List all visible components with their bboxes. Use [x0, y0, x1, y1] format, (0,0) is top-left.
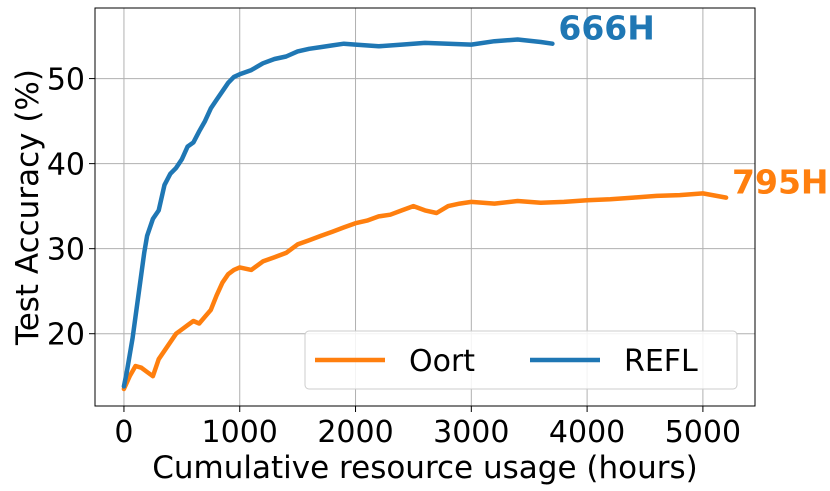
x-axis-label: Cumulative resource usage (hours) — [152, 450, 697, 486]
x-tick-label: 1000 — [202, 415, 278, 450]
axis-ticks: 0 1000 2000 3000 4000 5000 20 30 40 50 — [47, 63, 741, 450]
plot-frame — [94, 7, 756, 407]
y-tick-label: 40 — [47, 148, 85, 183]
series-lines — [121, 37, 729, 392]
y-tick-label: 30 — [47, 233, 85, 268]
legend: Oort REFL — [304, 330, 738, 390]
x-tick-label: 5000 — [665, 415, 741, 450]
series-line-oort — [121, 191, 729, 392]
y-tick-label: 50 — [47, 63, 85, 98]
series-line-refl — [121, 37, 555, 389]
x-tick-label: 2000 — [317, 415, 393, 450]
x-tick-label: 3000 — [433, 415, 509, 450]
end-labels: 795H 666H — [558, 9, 828, 202]
y-axis-label: Test Accuracy (%) — [10, 69, 46, 346]
legend-box — [304, 330, 738, 390]
end-label-refl: 666H — [558, 9, 655, 48]
legend-label-refl: REFL — [624, 344, 698, 379]
x-tick-label: 0 — [114, 415, 133, 450]
end-label-oort: 795H — [732, 163, 829, 202]
x-tick-label: 4000 — [549, 415, 625, 450]
y-tick-label: 20 — [47, 318, 85, 353]
legend-label-oort: Oort — [409, 344, 475, 379]
